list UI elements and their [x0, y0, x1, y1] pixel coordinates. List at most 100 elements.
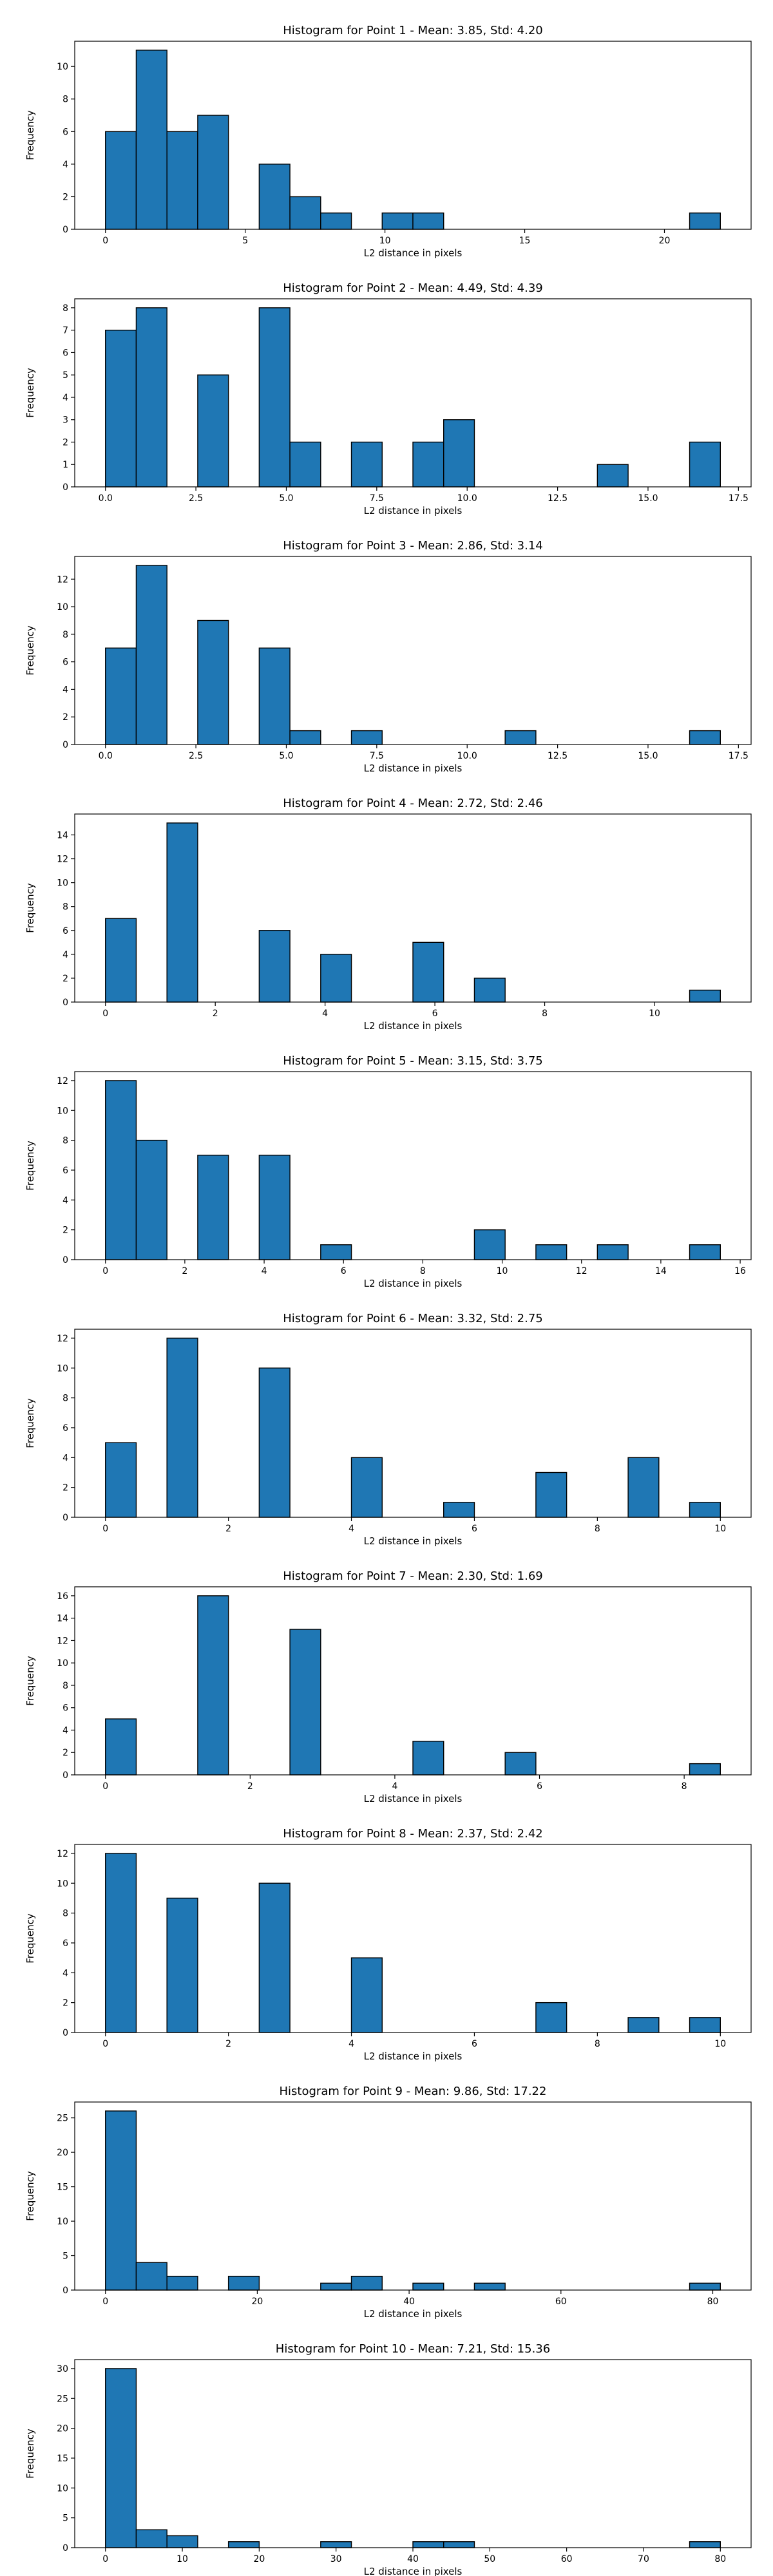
histogram-9-bar-1 — [105, 2110, 137, 2291]
histogram-2-bar-9 — [350, 441, 383, 488]
x-tick-label-5-7: 12 — [576, 1266, 587, 1276]
histogram-8-bar-15 — [535, 2002, 568, 2033]
y-tick-label-5-7: 12 — [57, 1076, 68, 1086]
y-tick-label-6-3: 4 — [62, 1453, 68, 1463]
y-tick-label-8-7: 12 — [57, 1849, 68, 1859]
x-tick-label-4-4: 6 — [432, 1009, 438, 1019]
y-tick-label-3-7: 12 — [57, 574, 68, 585]
y-tick-label-6-4: 6 — [62, 1423, 68, 1434]
histogram-9-bar-20 — [689, 2282, 721, 2291]
histogram-6-bar-3 — [166, 1338, 198, 1518]
x-axis-label-6: L2 distance in pixels — [364, 1535, 463, 1547]
x-tick-label-10-4: 30 — [330, 2554, 342, 2564]
histogram-10-bar-1 — [105, 2368, 137, 2548]
y-tick-label-9-5: 20 — [57, 2148, 68, 2158]
y-tick-label-6-2: 2 — [62, 1483, 68, 1493]
x-tick-label-2-3: 5.0 — [279, 493, 293, 504]
x-axis-label-10: L2 distance in pixels — [364, 2566, 463, 2576]
x-tick-label-8-4: 6 — [472, 2039, 477, 2049]
histogram-10-bar-8 — [320, 2541, 352, 2548]
y-tick-label-5-6: 10 — [57, 1106, 68, 1116]
x-tick-label-3-8: 17.5 — [729, 751, 749, 761]
y-tick-label-5-4: 6 — [62, 1166, 68, 1176]
y-tick-label-9-1: 0 — [62, 2286, 68, 2296]
histogram-4-bar-13 — [473, 978, 506, 1003]
histogram-8-bar-6 — [258, 1882, 291, 2033]
y-tick-label-2-1: 0 — [62, 482, 68, 493]
y-tick-label-6-7: 12 — [57, 1334, 68, 1344]
x-tick-label-7-2: 2 — [247, 1781, 253, 1792]
x-tick-label-1-1: 0 — [102, 236, 108, 246]
histogram-5-bar-1 — [105, 1080, 137, 1260]
x-tick-label-5-3: 4 — [262, 1266, 267, 1276]
histogram-6-bar-18 — [627, 1457, 660, 1518]
x-axis-label-1: L2 distance in pixels — [364, 247, 463, 259]
chart-title-9: Histogram for Point 9 - Mean: 9.86, Std:… — [280, 2085, 547, 2098]
x-tick-label-8-3: 4 — [348, 2039, 354, 2049]
y-tick-label-1-4: 6 — [62, 127, 68, 137]
histogram-9-bar-8 — [320, 2282, 352, 2291]
histogram-2-bar-4 — [197, 374, 229, 488]
histogram-6-bar-1 — [105, 1442, 137, 1518]
y-tick-label-5-5: 8 — [62, 1136, 68, 1146]
histogram-10-bar-12 — [443, 2541, 475, 2548]
x-tick-label-8-2: 2 — [225, 2039, 231, 2049]
y-tick-label-4-3: 4 — [62, 950, 68, 960]
x-tick-label-5-2: 2 — [182, 1266, 187, 1276]
histogram-7-bar-11 — [412, 1741, 444, 1776]
x-tick-label-7-1: 0 — [102, 1781, 108, 1792]
y-tick-label-1-1: 0 — [62, 225, 68, 235]
y-tick-label-4-8: 14 — [57, 830, 68, 840]
y-axis-label-8: Frequency — [24, 1913, 36, 1964]
histogram-8-bar-3 — [166, 1897, 198, 2033]
x-tick-label-9-4: 60 — [555, 2297, 567, 2307]
y-tick-label-8-6: 10 — [57, 1879, 68, 1889]
histogram-9-bar-3 — [166, 2275, 198, 2291]
chart-title-4: Histogram for Point 4 - Mean: 2.72, Std:… — [283, 797, 543, 810]
x-tick-label-10-3: 20 — [253, 2554, 265, 2564]
histogram-2-bar-1 — [105, 329, 137, 488]
x-tick-label-1-2: 5 — [242, 236, 248, 246]
x-tick-label-5-9: 16 — [734, 1266, 746, 1276]
histogram-4-bar-6 — [258, 930, 291, 1003]
histogram-9-bar-2 — [135, 2262, 167, 2291]
histogram-2-bar-2 — [135, 307, 167, 488]
histogram-3-bar-9 — [350, 730, 383, 745]
chart-title-8: Histogram for Point 8 - Mean: 2.37, Std:… — [283, 1827, 543, 1841]
chart-title-6: Histogram for Point 6 - Mean: 3.32, Std:… — [283, 1312, 543, 1325]
x-tick-label-7-5: 8 — [682, 1781, 687, 1792]
y-tick-label-9-4: 15 — [57, 2183, 68, 2193]
y-tick-label-1-6: 10 — [57, 62, 68, 72]
y-tick-label-2-9: 8 — [62, 303, 68, 314]
y-tick-label-4-2: 2 — [62, 974, 68, 984]
y-tick-label-4-5: 8 — [62, 902, 68, 913]
y-tick-label-7-4: 6 — [62, 1703, 68, 1714]
histogram-3-bar-20 — [689, 730, 721, 745]
histogram-2-bar-7 — [289, 441, 321, 488]
histogram-1-bar-11 — [412, 213, 444, 230]
y-axis-label-4: Frequency — [24, 883, 36, 933]
y-axis-label-1: Frequency — [24, 110, 36, 160]
y-tick-label-1-5: 8 — [62, 95, 68, 105]
y-tick-label-5-1: 0 — [62, 1255, 68, 1265]
y-tick-label-3-2: 2 — [62, 712, 68, 723]
histogram-6-bar-15 — [535, 1472, 568, 1518]
y-tick-label-10-7: 30 — [57, 2364, 68, 2374]
histogram-3-bar-2 — [135, 565, 167, 745]
x-tick-label-3-1: 0.0 — [99, 751, 113, 761]
histogram-8-bar-18 — [627, 2017, 660, 2033]
x-tick-label-3-5: 10.0 — [457, 751, 477, 761]
x-tick-label-6-4: 6 — [472, 1524, 477, 1534]
x-tick-label-6-2: 2 — [225, 1524, 231, 1534]
x-tick-label-10-9: 80 — [714, 2554, 726, 2564]
histogram-8-bar-1 — [105, 1853, 137, 2033]
y-tick-label-8-2: 2 — [62, 1998, 68, 2009]
y-tick-label-8-3: 4 — [62, 1968, 68, 1978]
x-tick-label-10-6: 50 — [484, 2554, 495, 2564]
histogram-5-bar-4 — [197, 1155, 229, 1260]
y-tick-label-7-3: 4 — [62, 1725, 68, 1736]
histogram-3-bar-1 — [105, 647, 137, 745]
histogram-1-bar-3 — [166, 131, 198, 230]
x-tick-label-9-1: 0 — [102, 2297, 108, 2307]
histogram-1-bar-1 — [105, 131, 137, 230]
